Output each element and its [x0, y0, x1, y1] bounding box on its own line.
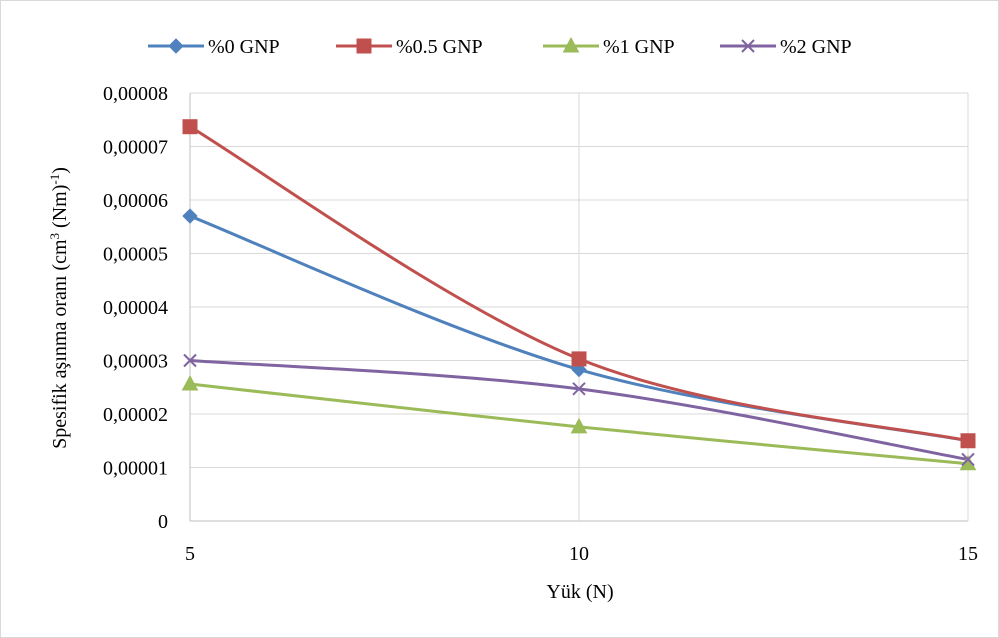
- series-markers: [181, 119, 977, 471]
- y-tick-label: 0,00003: [103, 351, 168, 373]
- legend-marker: [741, 39, 755, 53]
- y-tick-label: 0,00001: [103, 458, 168, 480]
- data-point-marker: [961, 452, 975, 467]
- y-axis-title: Spesifik aşınma oranı (cm3 (Nm)-1): [47, 167, 72, 449]
- tick-labels: 0 0,00001 0,00002 0,00003 0,00004 0,00005 0,00…: [103, 83, 978, 565]
- legend-marker: [356, 38, 372, 54]
- data-point-marker: [182, 119, 198, 135]
- marker-stroke: [572, 382, 586, 396]
- data-point-marker: [181, 374, 199, 391]
- data-point-marker: [571, 351, 587, 367]
- y-tick-label: 0: [158, 511, 168, 533]
- x-tick-label: 5: [185, 543, 195, 565]
- marker-stroke: [741, 39, 755, 53]
- data-point-marker: [570, 417, 588, 434]
- data-point-marker: [182, 208, 198, 224]
- legend-item: %0.5 GNP: [336, 36, 483, 58]
- legend-item: %1 GNP: [543, 36, 675, 58]
- y-tick-label: 0,00007: [103, 137, 168, 159]
- y-tick-label: 0,00002: [103, 404, 168, 426]
- legend-item: %2 GNP: [720, 36, 852, 58]
- legend-label: %1 GNP: [603, 36, 675, 58]
- legend-label: %0.5 GNP: [396, 36, 483, 58]
- marker-stroke: [961, 452, 975, 467]
- legend: %0 GNP %0.5 GNP %1 GNP %2 GNP: [148, 36, 852, 58]
- x-tick-label: 15: [958, 543, 978, 565]
- marker-stroke: [183, 353, 197, 368]
- data-point-marker: [183, 353, 197, 368]
- x-tick-label: 10: [569, 543, 589, 565]
- legend-label: %0 GNP: [208, 36, 280, 58]
- data-point-marker: [960, 433, 976, 449]
- legend-item: %0 GNP: [148, 36, 280, 58]
- axes: [189, 93, 968, 522]
- data-point-marker: [572, 382, 586, 396]
- legend-marker: [168, 38, 184, 54]
- y-tick-label: 0,00005: [103, 244, 168, 266]
- x-axis-title: Yük (N): [546, 581, 613, 603]
- legend-marker: [562, 36, 580, 53]
- y-tick-label: 0,00004: [103, 297, 168, 319]
- gridlines: [190, 92, 969, 521]
- legend-label: %2 GNP: [780, 36, 852, 58]
- y-tick-label: 0,00008: [103, 83, 168, 105]
- y-tick-label: 0,00006: [103, 190, 168, 212]
